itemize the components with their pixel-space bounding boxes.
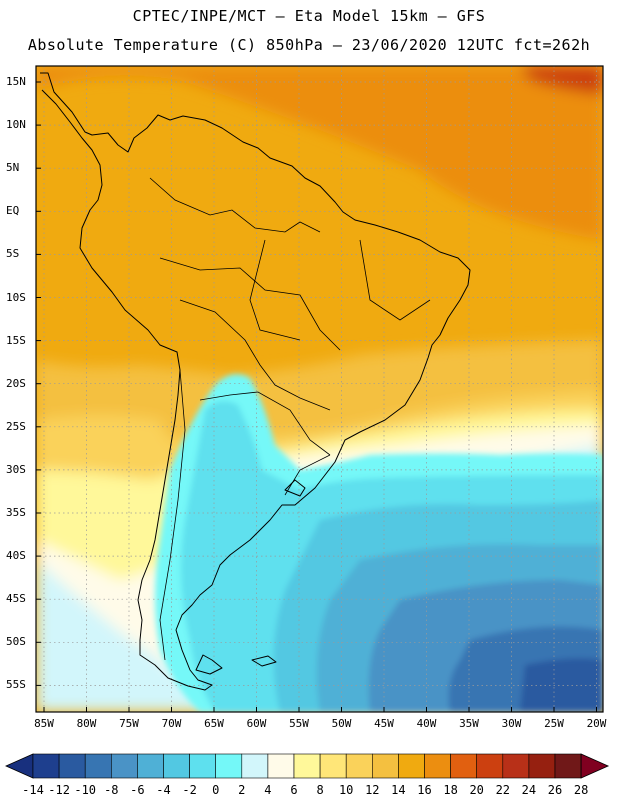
colorbar-label: 6 [290,783,298,797]
border-brazil-west [159,257,341,351]
chart-title: CPTEC/INPE/MCT – Eta Model 15km – GFS [132,7,486,25]
colorbar-swatch [84,753,112,779]
colorbar-label: 14 [391,783,406,797]
lat-label: 40S [6,549,26,563]
field-band-20 [36,66,603,240]
colorbar-label: 12 [365,783,380,797]
national-borders [149,177,431,661]
field-band-m12 [520,658,603,712]
lat-label: 5N [6,161,20,175]
colorbar-over-arrow [580,753,610,779]
border-chile-argentina [159,369,186,661]
lon-label: 85W [34,717,54,730]
colorbar-label: 28 [573,783,589,797]
colorbar-label: 18 [443,783,458,797]
colorbar [5,753,610,779]
lat-label: 10N [6,118,26,132]
colorbar-swatch [424,753,451,779]
colorbar-label: 8 [316,783,324,797]
axis-ticks [36,81,597,712]
lon-label: 65W [204,717,224,730]
colorbar-label: 4 [264,783,272,797]
colorbar-label: -4 [156,783,171,797]
lat-label: 15N [6,75,26,88]
border-northeast [359,239,431,321]
lon-label: 70W [161,717,182,730]
lat-label: 35S [6,506,26,519]
colorbar-label: -12 [48,783,70,797]
lon-label: 35W [459,717,479,730]
lat-label: 55S [6,678,26,692]
chart-subtitle: Absolute Temperature (C) 850hPa – 23/06/… [27,36,591,54]
colorbar-swatch [450,753,478,779]
colorbar-label: -2 [182,783,197,797]
border-brazil-states [249,239,301,341]
colorbar-swatch [241,753,269,779]
colorbar-swatch [398,753,425,779]
tierra-del-fuego [195,654,223,675]
colorbar-swatch [111,753,138,779]
lat-label: 5S [6,247,20,261]
colorbar-swatch [345,753,373,779]
lat-label: 10S [6,290,26,304]
colorbar-swatch [528,753,556,779]
colorbar-swatch [58,753,86,779]
falkland-islands [251,655,277,667]
colorbar-under-arrow [5,753,34,779]
colorbar-label: 26 [547,783,563,797]
lat-label: 50S [6,635,26,649]
colorbar-label: 10 [338,783,354,797]
border-north [149,177,321,233]
colorbar-swatch [502,753,530,779]
colorbar-swatch [371,753,399,779]
colorbar-label: 16 [417,783,432,797]
colorbar-swatch [189,753,217,779]
border-paraguay [199,391,331,456]
lat-label: 45S [6,592,26,606]
south-america-coast [40,72,471,691]
lon-label: 75W [119,717,139,730]
graticule [36,66,603,712]
field-band-24 [520,66,603,95]
lon-label: 55W [289,717,309,730]
colorbar-swatch [215,753,243,779]
border-uruguay [284,454,331,496]
lat-label: 20S [6,376,26,390]
lon-label: 30W [501,717,522,730]
colorbar-swatch [476,753,504,779]
map-frame [35,65,604,713]
lon-label: 25W [544,717,564,730]
border-bolivia [179,299,331,411]
lat-label: EQ [6,204,20,218]
colorbar-swatch [293,753,321,779]
lat-label: 25S [6,419,26,433]
lon-label: 60W [246,717,267,730]
lon-label: 80W [76,717,97,730]
colorbar-swatch [267,753,295,779]
colorbar-swatch [137,753,164,779]
colorbar-label: -8 [104,783,119,797]
lat-label: 30S [6,462,26,476]
colorbar-swatch [319,753,347,779]
colorbar-swatch [554,753,582,779]
colorbar-label: -10 [74,783,97,797]
lat-label: 15S [6,333,26,347]
lon-label: 20W [586,717,607,730]
colorbar-label: 2 [238,783,246,797]
colorbar-label: 0 [212,783,220,797]
colorbar-label: -6 [130,783,145,797]
colorbar-label: 22 [495,783,511,797]
colorbar-swatch [32,753,60,779]
colorbar-label: -14 [22,783,44,797]
lon-label: 40W [416,717,437,730]
colorbar-label: 24 [521,783,537,797]
colorbar-label: 20 [469,783,484,797]
colorbar-swatch [163,753,190,779]
lon-label: 45W [374,717,394,730]
lon-label: 50W [331,717,352,730]
